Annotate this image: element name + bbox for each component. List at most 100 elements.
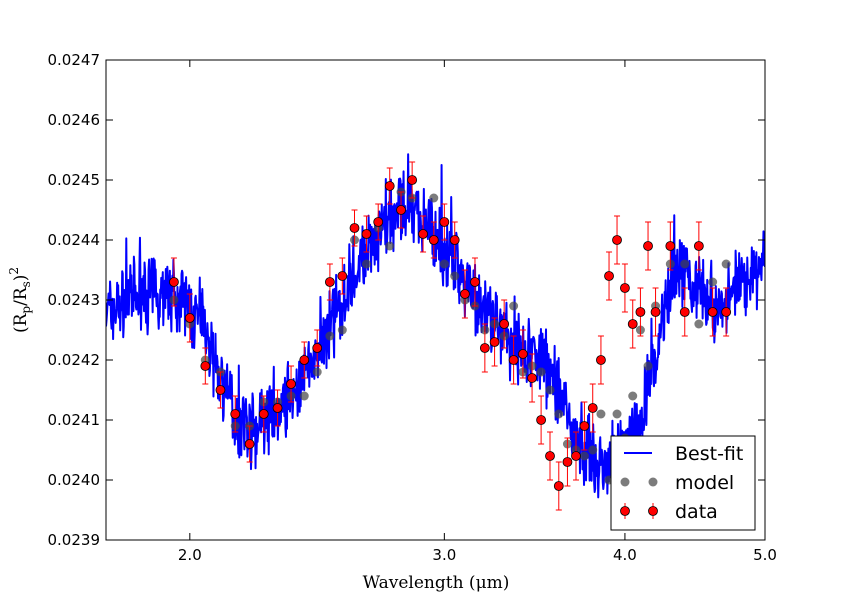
data-point [620, 283, 630, 293]
data-point [627, 319, 638, 329]
x-tick-label: 2.0 [178, 546, 202, 564]
data-point [562, 457, 573, 467]
data-point [635, 307, 646, 317]
data-point [396, 205, 406, 215]
data-point [508, 355, 519, 365]
model-point [536, 367, 546, 377]
y-tick-label: 0.0239 [48, 531, 101, 549]
x-tick-label: 3.0 [432, 546, 456, 564]
data-point [439, 217, 450, 227]
data-point [545, 451, 555, 461]
data-point [286, 379, 296, 389]
model-point [628, 391, 638, 401]
data-point [553, 481, 564, 491]
data-point [449, 235, 460, 245]
model-point [694, 319, 704, 329]
data-point [721, 307, 732, 317]
model-point [509, 301, 519, 311]
data-point [215, 385, 226, 395]
data-point [169, 277, 179, 287]
data-point [470, 277, 480, 287]
model-point [312, 367, 322, 377]
x-tick-label: 5.0 [753, 546, 777, 564]
model-point [429, 193, 439, 203]
data-point [579, 421, 590, 431]
legend-label-model: model [675, 472, 734, 494]
model-point [545, 385, 555, 395]
data-point [679, 307, 690, 317]
model-point [450, 271, 460, 281]
data-point [665, 241, 676, 251]
data-point [571, 451, 581, 461]
y-tick-label: 0.0246 [48, 111, 101, 129]
model-point [588, 445, 598, 455]
x-tick-label: 4.0 [613, 546, 637, 564]
model-point [596, 409, 606, 419]
y-tick-label: 0.0241 [48, 411, 101, 429]
data-point [460, 289, 470, 299]
data-point [587, 403, 598, 413]
legend-model-marker-1 [620, 477, 630, 487]
data-point [244, 439, 255, 449]
model-point [721, 259, 731, 269]
data-point [184, 313, 195, 323]
legend-label-data: data [675, 501, 718, 523]
data-point [373, 217, 384, 227]
data-point [596, 355, 606, 365]
data-point [707, 307, 718, 317]
data-point [230, 409, 241, 419]
data-point [361, 229, 372, 239]
data-point [650, 307, 661, 317]
data-point [612, 235, 622, 245]
y-tick-label: 0.0240 [48, 471, 101, 489]
legend-data-marker-2 [648, 506, 658, 516]
data-point [489, 337, 500, 347]
model-point [612, 409, 622, 419]
data-point [527, 373, 537, 383]
legend: Best-fit model data [610, 435, 756, 531]
data-point [407, 175, 418, 185]
model-point [554, 409, 564, 419]
model-point [299, 391, 309, 401]
model-point [385, 241, 395, 251]
model-point [325, 331, 335, 341]
y-axis-label: (Rp/Rs)2 [7, 267, 33, 333]
y-tick-label: 0.0247 [48, 51, 101, 69]
data-point [643, 241, 653, 251]
y-tick-label: 0.0245 [48, 171, 101, 189]
data-point [299, 355, 310, 365]
model-point [680, 259, 690, 269]
ticks-layer: 0.0239 0.0240 0.0241 0.0242 0.0243 0.0244 0.02… [48, 51, 777, 564]
x-axis-label: Wavelength (μm) [363, 573, 510, 593]
y-tick-label: 0.0244 [48, 231, 101, 249]
model-point [708, 277, 718, 287]
data-point [258, 409, 269, 419]
y-tick-label: 0.0242 [48, 351, 101, 369]
data-point [200, 361, 211, 371]
data-point [418, 229, 428, 239]
data-point [428, 235, 439, 245]
model-point [439, 259, 449, 269]
model-point [579, 451, 589, 461]
legend-model-marker-2 [648, 477, 658, 487]
y-tick-label: 0.0243 [48, 291, 101, 309]
data-point [312, 343, 323, 353]
data-point [349, 223, 360, 233]
data-point [272, 403, 283, 413]
legend-box [610, 435, 756, 531]
data-point [518, 349, 528, 359]
model-point [337, 325, 347, 335]
data-point [536, 415, 547, 425]
data-point [499, 319, 510, 329]
model-point [643, 361, 653, 371]
data-point [384, 181, 395, 191]
legend-label-best-fit: Best-fit [675, 443, 743, 465]
data-point [693, 241, 704, 251]
data-point [324, 277, 335, 287]
data-point [604, 271, 614, 281]
model-point [361, 259, 371, 269]
best-fit-line [106, 153, 765, 499]
data-point [337, 271, 348, 281]
plot-layer [106, 153, 765, 511]
